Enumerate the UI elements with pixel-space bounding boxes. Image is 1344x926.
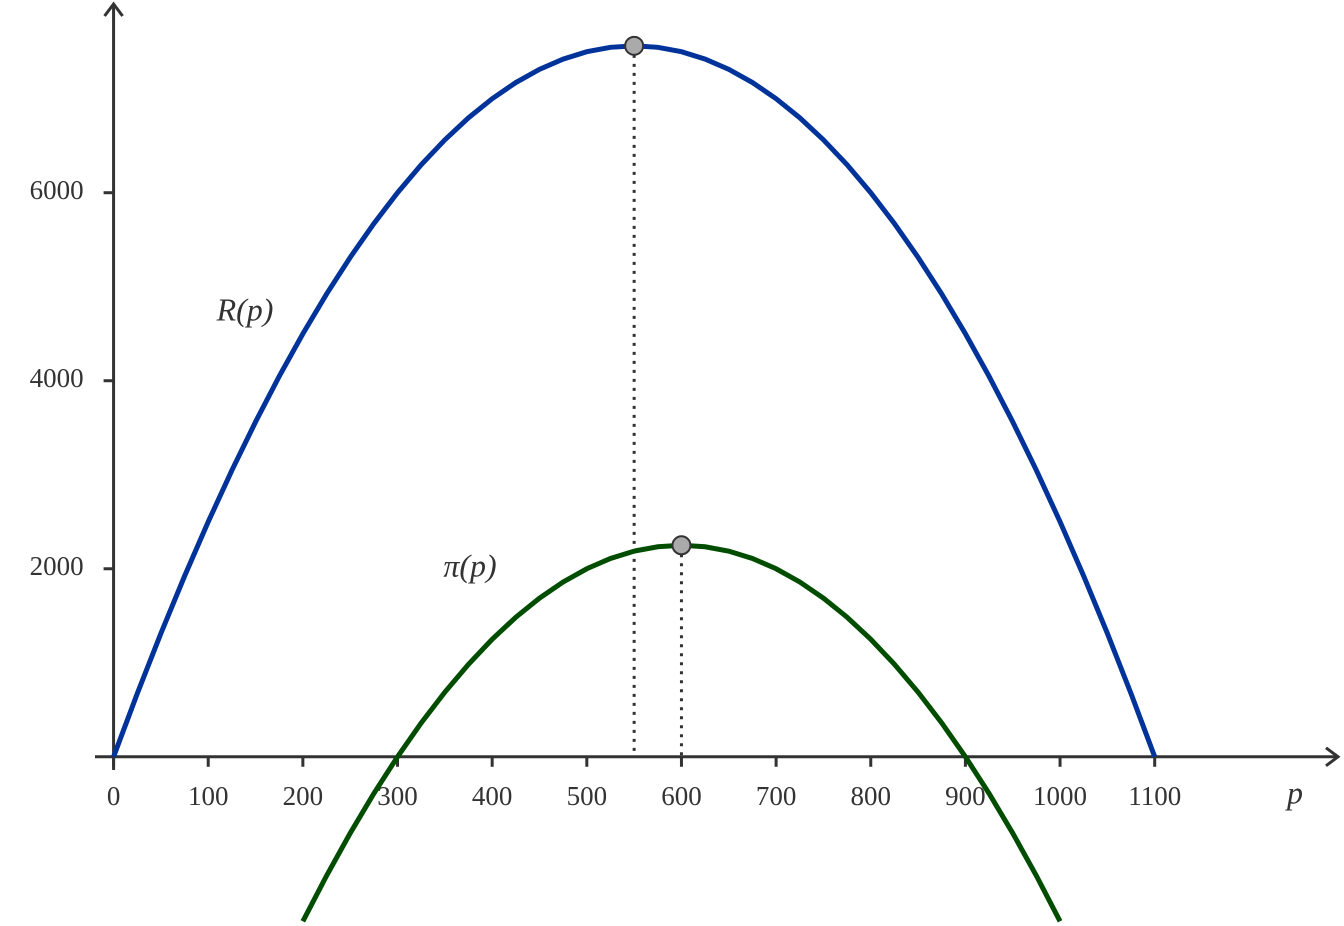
x-tick-label: 1000 xyxy=(1033,781,1087,811)
y-axis-arrow xyxy=(103,1,124,17)
x-tick-label: 500 xyxy=(567,781,608,811)
y-tick-label: 6000 xyxy=(30,175,84,205)
x-tick-label: 200 xyxy=(283,781,324,811)
x-tick-label: 600 xyxy=(661,781,702,811)
curve-label: R(p) xyxy=(216,291,274,327)
x-axis-arrow xyxy=(1325,746,1341,767)
x-tick-label: 800 xyxy=(851,781,892,811)
x-tick-label: 1100 xyxy=(1128,781,1181,811)
curve-label: π(p) xyxy=(443,547,496,583)
x-tick-label: 300 xyxy=(377,781,418,811)
x-tick-label: 700 xyxy=(756,781,797,811)
x-tick-label: 400 xyxy=(472,781,513,811)
x-tick-label: 900 xyxy=(945,781,986,811)
x-tick-label: 0 xyxy=(107,781,121,811)
peak-point xyxy=(624,35,645,56)
y-tick-label: 4000 xyxy=(30,363,84,393)
y-tick-label: 2000 xyxy=(30,551,84,581)
x-tick-label: 100 xyxy=(188,781,229,811)
x-axis-label: p xyxy=(1285,774,1303,810)
peak-point xyxy=(671,535,692,556)
